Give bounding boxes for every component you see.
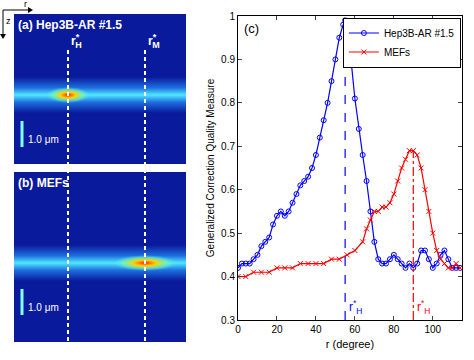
svg-text:r​*​​H​: r​*​​H​: [417, 298, 430, 316]
svg-text:r*M: r*M: [148, 32, 160, 50]
svg-text:Generalized Correction Quality: Generalized Correction Quality Measure: [205, 78, 216, 257]
svg-text:0.3: 0.3: [221, 315, 235, 326]
svg-text:MEFs: MEFs: [384, 47, 410, 58]
svg-text:(c): (c): [244, 21, 259, 36]
svg-text:z: z: [6, 16, 11, 26]
svg-text:0.8: 0.8: [221, 97, 235, 108]
svg-text:r*H: r*H: [71, 32, 82, 50]
svg-text:1.0 μm: 1.0 μm: [28, 134, 59, 145]
svg-text:100: 100: [424, 324, 441, 335]
svg-text:0.5: 0.5: [221, 228, 235, 239]
svg-text:20: 20: [271, 324, 283, 335]
svg-text:Hep3B-AR #1.5: Hep3B-AR #1.5: [384, 28, 454, 39]
svg-text:1: 1: [229, 11, 235, 22]
svg-text:0.7: 0.7: [221, 141, 235, 152]
svg-text:80: 80: [388, 324, 400, 335]
svg-text:0.9: 0.9: [221, 54, 235, 65]
svg-text:0: 0: [235, 324, 241, 335]
svg-text:60: 60: [349, 324, 361, 335]
svg-text:r: r: [24, 0, 27, 9]
svg-text:40: 40: [310, 324, 322, 335]
svg-text:0.4: 0.4: [221, 271, 235, 282]
svg-text:0.6: 0.6: [221, 184, 235, 195]
svg-text:r​*​​H​: r​*​​H​: [349, 298, 362, 316]
svg-text:(b) MEFs: (b) MEFs: [18, 176, 69, 190]
svg-text:(a) Hep3B-AR #1.5: (a) Hep3B-AR #1.5: [18, 18, 122, 32]
svg-text:1.0 μm: 1.0 μm: [28, 302, 59, 313]
svg-text:r (degree): r (degree): [326, 338, 374, 350]
